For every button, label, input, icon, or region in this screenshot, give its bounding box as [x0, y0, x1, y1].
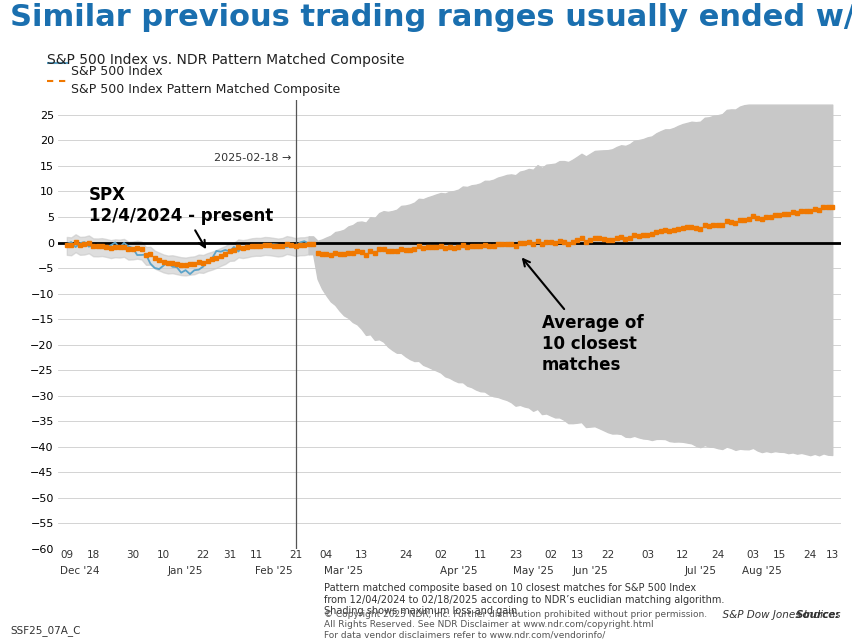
Text: 03: 03 — [746, 550, 759, 560]
Text: Aug '25: Aug '25 — [741, 566, 780, 576]
Text: Dec '24: Dec '24 — [60, 566, 100, 576]
Text: Jul '25: Jul '25 — [683, 566, 716, 576]
Text: Feb '25: Feb '25 — [255, 566, 292, 576]
Text: S&P 500 Index vs. NDR Pattern Matched Composite: S&P 500 Index vs. NDR Pattern Matched Co… — [47, 53, 404, 67]
Text: Average of
10 closest
matches: Average of 10 closest matches — [522, 259, 642, 374]
Text: 02: 02 — [434, 550, 446, 560]
Text: 03: 03 — [640, 550, 653, 560]
Text: May '25: May '25 — [512, 566, 553, 576]
Text: 30: 30 — [126, 550, 139, 560]
Text: 18: 18 — [86, 550, 100, 560]
Text: 04: 04 — [320, 550, 332, 560]
Text: 24: 24 — [399, 550, 412, 560]
Text: S&P Dow Jones Indices: S&P Dow Jones Indices — [715, 610, 839, 620]
Text: Mar '25: Mar '25 — [324, 566, 363, 576]
Text: 02: 02 — [544, 550, 556, 560]
Text: Jan '25: Jan '25 — [168, 566, 203, 576]
Text: Similar previous trading ranges usually ended w/break outs: Similar previous trading ranges usually … — [10, 3, 852, 32]
Text: © Copyright 2025 NDR, Inc. Further distribution prohibited without prior permiss: © Copyright 2025 NDR, Inc. Further distr… — [324, 610, 706, 639]
Text: 22: 22 — [601, 550, 613, 560]
Text: Source:: Source: — [795, 610, 839, 620]
Text: SPX
12/4/2024 - present: SPX 12/4/2024 - present — [89, 186, 273, 247]
Text: 11: 11 — [249, 550, 262, 560]
Text: 31: 31 — [222, 550, 236, 560]
Text: 15: 15 — [772, 550, 786, 560]
Text: 21: 21 — [289, 550, 302, 560]
Text: SSF25_07A_C: SSF25_07A_C — [10, 625, 81, 636]
Text: S&P 500 Index Pattern Matched Composite: S&P 500 Index Pattern Matched Composite — [71, 83, 340, 96]
Text: 13: 13 — [354, 550, 368, 560]
Text: 24: 24 — [803, 550, 816, 560]
Text: 11: 11 — [473, 550, 486, 560]
Text: Jun '25: Jun '25 — [572, 566, 607, 576]
Text: 13: 13 — [570, 550, 583, 560]
Text: Apr '25: Apr '25 — [439, 566, 476, 576]
Text: 09: 09 — [60, 550, 73, 560]
Text: 13: 13 — [825, 550, 838, 560]
Text: Pattern matched composite based on 10 closest matches for S&P 500 Index
from 12/: Pattern matched composite based on 10 cl… — [324, 583, 723, 616]
Text: 24: 24 — [711, 550, 723, 560]
Text: 2025-02-18 →: 2025-02-18 → — [214, 153, 291, 163]
Text: 22: 22 — [196, 550, 210, 560]
Text: 12: 12 — [676, 550, 688, 560]
Text: 10: 10 — [157, 550, 170, 560]
Text: S&P 500 Index: S&P 500 Index — [71, 65, 162, 78]
Text: 23: 23 — [509, 550, 521, 560]
